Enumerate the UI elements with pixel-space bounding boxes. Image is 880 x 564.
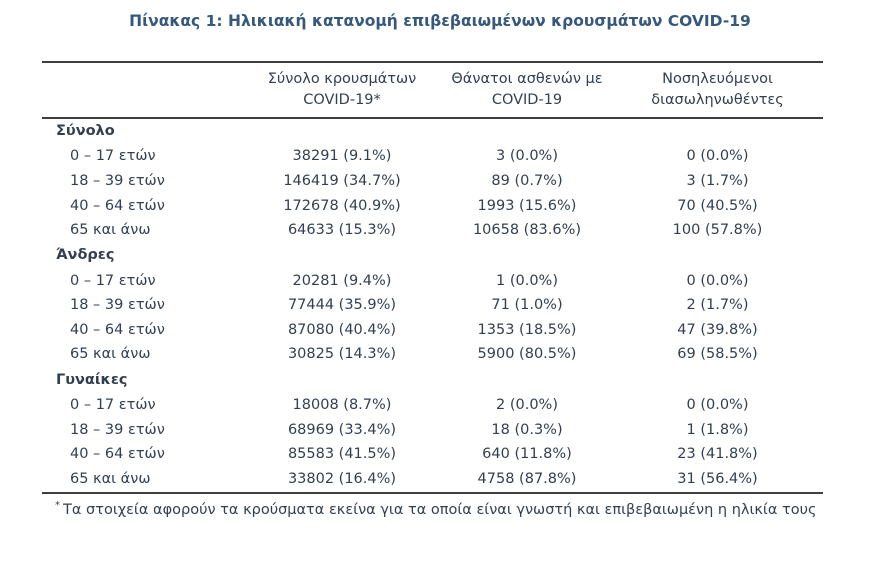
- header-intubated: Νοσηλευόμενοι διασωληνωθέντες: [612, 62, 823, 118]
- age-label-cell: 0 – 17 ετών: [70, 272, 156, 289]
- age-label-cell: 0 – 17 ετών: [70, 397, 156, 414]
- cases-cell: 172678 (40.9%): [283, 197, 401, 214]
- intubated-cell: 69 (58.5%): [677, 346, 758, 363]
- age-label-cell: 40 – 64 ετών: [70, 321, 165, 338]
- cases-cell: 18008 (8.7%): [292, 397, 392, 414]
- header-intubated-line2: διασωληνωθέντες: [651, 92, 784, 108]
- age-label-cell: 0 – 17 ετών: [70, 148, 156, 165]
- deaths-cell: 2 (0.0%): [496, 397, 558, 414]
- deaths-cell: 1353 (18.5%): [477, 321, 577, 338]
- table-container: Σύνολο κρουσμάτων COVID-19* Θάνατοι ασθε…: [42, 61, 823, 494]
- table-row: 65 και άνω 64633 (15.3%) 10658 (83.6%) 100 …: [42, 219, 823, 244]
- table-header: Σύνολο κρουσμάτων COVID-19* Θάνατοι ασθε…: [42, 62, 823, 118]
- header-empty: [42, 62, 242, 118]
- cases-cell: 64633 (15.3%): [287, 222, 397, 239]
- empty-cell: [442, 243, 612, 269]
- age-label-cell: 40 – 64 ετών: [70, 197, 165, 214]
- header-total-cases-line1: Σύνολο κρουσμάτων: [267, 71, 417, 87]
- age-label-cell: 18 – 39 ετών: [70, 297, 165, 314]
- header-deaths-line1: Θάνατοι ασθενών με: [451, 71, 603, 87]
- deaths-cell: 1993 (15.6%): [477, 197, 577, 214]
- covid-age-table: Σύνολο κρουσμάτων COVID-19* Θάνατοι ασθε…: [42, 61, 823, 494]
- table-row: 0 – 17 ετών 18008 (8.7%) 2 (0.0%) 0 (0.0%): [42, 394, 823, 419]
- table-title: Πίνακας 1: Ηλικιακή κατανομή επιβεβαιωμέ…: [129, 12, 751, 30]
- age-label-cell: 65 και άνω: [70, 470, 151, 487]
- table-row: 0 – 17 ετών 38291 (9.1%) 3 (0.0%) 0 (0.0%): [42, 145, 823, 170]
- cases-cell: 146419 (34.7%): [283, 172, 401, 189]
- intubated-cell: 70 (40.5%): [677, 197, 758, 214]
- age-label-cell: 18 – 39 ετών: [70, 172, 165, 189]
- cases-cell: 38291 (9.1%): [292, 148, 392, 165]
- cases-cell: 77444 (35.9%): [287, 297, 397, 314]
- table-row: 0 – 17 ετών 20281 (9.4%) 1 (0.0%) 0 (0.0%): [42, 269, 823, 294]
- table-row: 65 και άνω 33802 (16.4%) 4758 (87.8%) 31 (5…: [42, 468, 823, 494]
- section-label: Σύνολο: [56, 123, 115, 140]
- header-total-cases-line2: COVID-19*: [303, 92, 381, 108]
- section-header-row: Σύνολο: [42, 118, 823, 145]
- footnote: * Τα στοιχεία αφορούν τα κρούσματα εκείνα…: [55, 500, 825, 520]
- section-label: Άνδρες: [56, 247, 115, 264]
- empty-cell: [442, 118, 612, 145]
- intubated-cell: 23 (41.8%): [677, 446, 758, 463]
- intubated-cell: 3 (1.7%): [686, 172, 749, 189]
- section-header-row: Άνδρες: [42, 243, 823, 269]
- empty-cell: [612, 118, 823, 145]
- cases-cell: 85583 (41.5%): [287, 446, 397, 463]
- intubated-cell: 0 (0.0%): [686, 397, 749, 414]
- cases-cell: 87080 (40.4%): [287, 321, 397, 338]
- cases-cell: 30825 (14.3%): [287, 346, 397, 363]
- intubated-cell: 1 (1.8%): [686, 421, 749, 438]
- cases-cell: 68969 (33.4%): [287, 421, 397, 438]
- intubated-cell: 0 (0.0%): [686, 272, 749, 289]
- intubated-cell: 2 (1.7%): [686, 297, 749, 314]
- age-label-cell: 65 και άνω: [70, 222, 151, 239]
- deaths-cell: 71 (1.0%): [491, 297, 563, 314]
- intubated-cell: 31 (56.4%): [677, 470, 758, 487]
- empty-cell: [442, 368, 612, 394]
- deaths-cell: 640 (11.8%): [482, 446, 572, 463]
- deaths-cell: 4758 (87.8%): [477, 470, 577, 487]
- table-row: 40 – 64 ετών 172678 (40.9%) 1993 (15.6%) 70…: [42, 194, 823, 219]
- cases-cell: 33802 (16.4%): [287, 470, 397, 487]
- table-row: 18 – 39 ετών 146419 (34.7%) 89 (0.7%) 3 (1.…: [42, 170, 823, 195]
- table-body: Σύνολο 0 – 17 ετών 38291 (9.1%) 3 (0.0%) 0 (…: [42, 118, 823, 494]
- empty-cell: [612, 368, 823, 394]
- intubated-cell: 100 (57.8%): [672, 222, 763, 239]
- table-row: 18 – 39 ετών 77444 (35.9%) 71 (1.0%) 2 (1.7…: [42, 294, 823, 319]
- footnote-asterisk: *: [55, 500, 60, 512]
- intubated-cell: 47 (39.8%): [677, 321, 758, 338]
- age-label-cell: 18 – 39 ετών: [70, 421, 165, 438]
- deaths-cell: 89 (0.7%): [491, 172, 563, 189]
- section-label: Γυναίκες: [56, 371, 128, 388]
- cases-cell: 20281 (9.4%): [292, 272, 392, 289]
- empty-cell: [242, 368, 442, 394]
- deaths-cell: 18 (0.3%): [491, 421, 563, 438]
- header-intubated-line1: Νοσηλευόμενοι: [662, 71, 773, 87]
- deaths-cell: 3 (0.0%): [496, 148, 558, 165]
- header-deaths-line2: COVID-19: [491, 92, 563, 108]
- empty-cell: [242, 118, 442, 145]
- age-label-cell: 40 – 64 ετών: [70, 446, 165, 463]
- empty-cell: [612, 243, 823, 269]
- header-row: Σύνολο κρουσμάτων COVID-19* Θάνατοι ασθε…: [42, 62, 823, 118]
- table-row: 40 – 64 ετών 85583 (41.5%) 640 (11.8%) 23 (…: [42, 443, 823, 468]
- header-deaths: Θάνατοι ασθενών με COVID-19: [442, 62, 612, 118]
- table-row: 40 – 64 ετών 87080 (40.4%) 1353 (18.5%) 47 …: [42, 319, 823, 344]
- deaths-cell: 10658 (83.6%): [472, 222, 582, 239]
- header-total-cases: Σύνολο κρουσμάτων COVID-19*: [242, 62, 442, 118]
- age-label-cell: 65 και άνω: [70, 346, 151, 363]
- footnote-text: Τα στοιχεία αφορούν τα κρούσματα εκείνα …: [63, 502, 817, 518]
- deaths-cell: 1 (0.0%): [496, 272, 558, 289]
- table-row: 65 και άνω 30825 (14.3%) 5900 (80.5%) 69 (5…: [42, 343, 823, 368]
- table-row: 18 – 39 ετών 68969 (33.4%) 18 (0.3%) 1 (1.8…: [42, 418, 823, 443]
- deaths-cell: 5900 (80.5%): [477, 346, 577, 363]
- intubated-cell: 0 (0.0%): [686, 148, 749, 165]
- empty-cell: [242, 243, 442, 269]
- section-header-row: Γυναίκες: [42, 368, 823, 394]
